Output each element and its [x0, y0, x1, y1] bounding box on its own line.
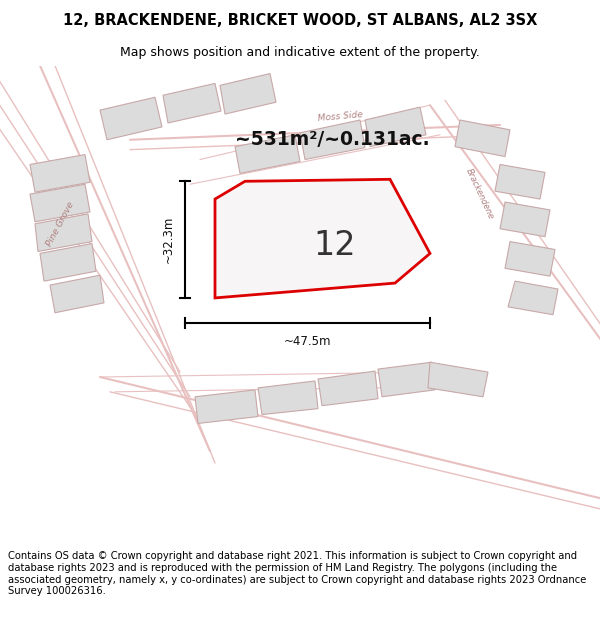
Polygon shape: [258, 381, 318, 414]
Polygon shape: [50, 275, 104, 312]
Polygon shape: [300, 120, 365, 159]
Polygon shape: [195, 390, 258, 424]
Text: Pine Grove: Pine Grove: [44, 200, 76, 248]
Polygon shape: [365, 107, 426, 147]
Text: Brackendene: Brackendene: [464, 168, 496, 221]
Polygon shape: [378, 362, 435, 397]
Text: Contains OS data © Crown copyright and database right 2021. This information is : Contains OS data © Crown copyright and d…: [8, 551, 586, 596]
Polygon shape: [428, 362, 488, 397]
Polygon shape: [30, 154, 90, 192]
Polygon shape: [220, 74, 276, 114]
Polygon shape: [318, 371, 378, 406]
Polygon shape: [35, 214, 92, 251]
Polygon shape: [455, 120, 510, 157]
Text: 12: 12: [314, 229, 356, 262]
Text: Moss Side: Moss Side: [317, 111, 363, 124]
Polygon shape: [505, 242, 555, 276]
Polygon shape: [30, 184, 90, 222]
Polygon shape: [40, 244, 96, 281]
Text: 12, BRACKENDENE, BRICKET WOOD, ST ALBANS, AL2 3SX: 12, BRACKENDENE, BRICKET WOOD, ST ALBANS…: [63, 13, 537, 28]
Polygon shape: [163, 83, 221, 123]
Text: Map shows position and indicative extent of the property.: Map shows position and indicative extent…: [120, 46, 480, 59]
Polygon shape: [215, 179, 430, 298]
Text: ~47.5m: ~47.5m: [284, 334, 331, 348]
Polygon shape: [495, 164, 545, 199]
Text: ~32.3m: ~32.3m: [162, 216, 175, 263]
Polygon shape: [500, 202, 550, 237]
Polygon shape: [235, 135, 300, 173]
Polygon shape: [100, 98, 162, 140]
Polygon shape: [508, 281, 558, 315]
Text: ~531m²/~0.131ac.: ~531m²/~0.131ac.: [235, 130, 430, 149]
